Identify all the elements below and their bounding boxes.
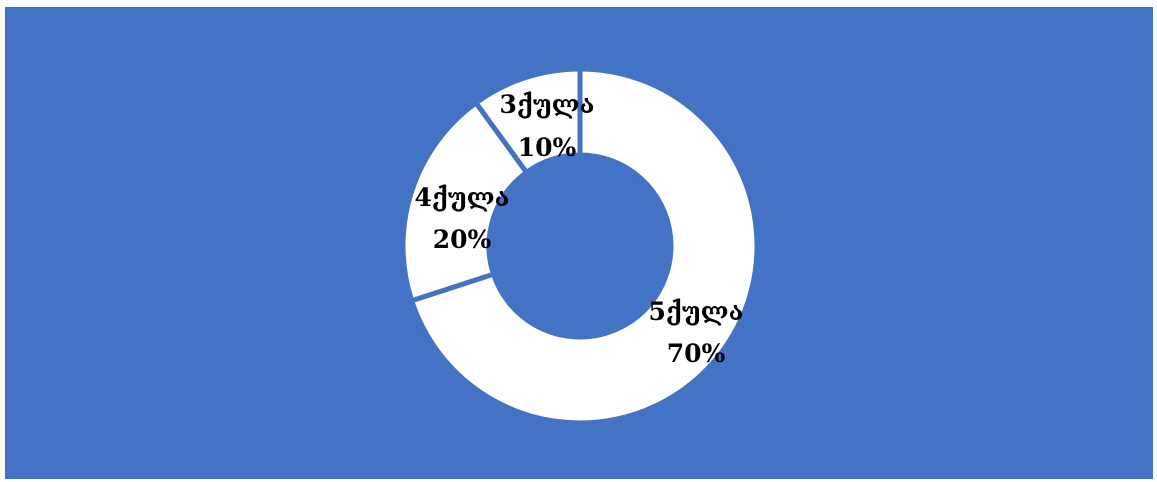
donut-slices (400, 66, 760, 426)
label-3-category: 3ქულა (499, 90, 594, 119)
label-5-category: 5ქულა (648, 297, 743, 326)
donut-slice-3 (472, 66, 583, 176)
label-3-percent: 10% (518, 133, 577, 162)
label-4-category: 4ქულა (414, 183, 509, 212)
donut-slice-1 (408, 66, 760, 426)
label-4-percent: 20% (433, 225, 492, 254)
donut-slice-2 (400, 99, 531, 304)
label-5-percent: 70% (667, 339, 726, 368)
